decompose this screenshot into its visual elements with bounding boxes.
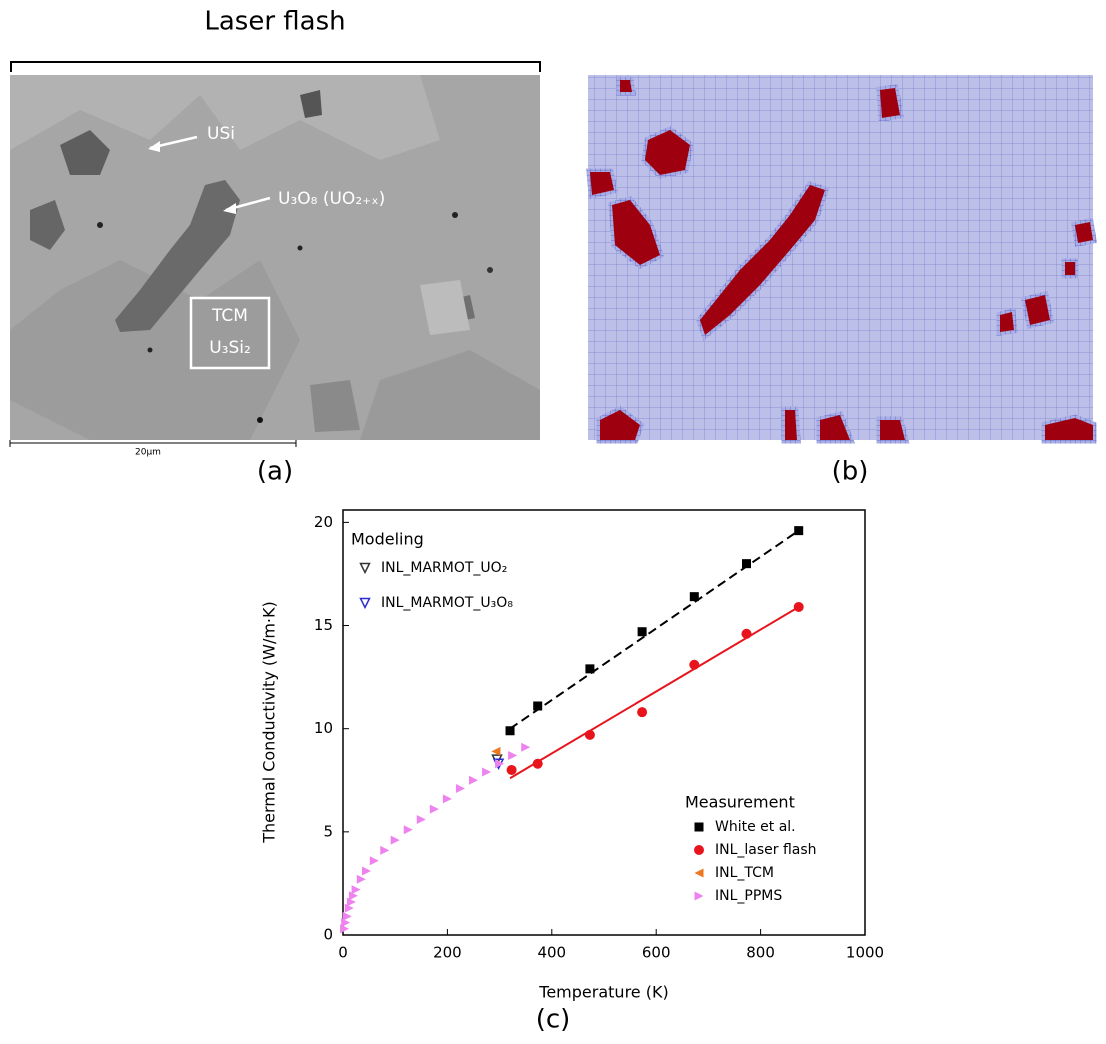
bracket-label: Laser flash bbox=[204, 7, 345, 37]
legend-title: Measurement bbox=[685, 793, 795, 812]
y-axis-label: Thermal Conductivity (W/m·K) bbox=[260, 601, 279, 844]
legend-label: White et al. bbox=[715, 819, 796, 835]
scale-bar bbox=[9, 440, 297, 447]
y-tick-label: 5 bbox=[323, 822, 333, 840]
micrograph bbox=[10, 75, 540, 440]
x-axis-label: Temperature (K) bbox=[538, 983, 668, 1002]
legend-marker bbox=[694, 868, 704, 878]
data-point bbox=[508, 751, 518, 761]
legend-marker bbox=[694, 845, 704, 855]
fit-line bbox=[509, 606, 800, 780]
data-point bbox=[361, 866, 371, 876]
x-tick-label: 0 bbox=[338, 944, 348, 962]
data-point bbox=[505, 726, 515, 736]
mesh-image bbox=[586, 75, 1098, 444]
data-point bbox=[342, 911, 352, 921]
y-tick-label: 20 bbox=[314, 513, 333, 531]
annotation: U₃Si₂ bbox=[209, 338, 251, 358]
data-point bbox=[637, 627, 647, 637]
x-tick-label: 200 bbox=[433, 944, 462, 962]
data-point bbox=[442, 794, 452, 804]
data-point bbox=[341, 918, 351, 928]
data-point bbox=[340, 924, 350, 934]
data-point bbox=[356, 874, 366, 884]
y-tick-label: 15 bbox=[314, 616, 333, 634]
data-point bbox=[390, 835, 400, 845]
data-point bbox=[585, 664, 595, 674]
x-tick-label: 600 bbox=[642, 944, 671, 962]
legend-label: INL_MARMOT_UO₂ bbox=[381, 560, 507, 576]
data-point bbox=[455, 784, 465, 794]
data-point bbox=[351, 885, 361, 895]
panel-label: (c) bbox=[536, 1005, 571, 1035]
x-tick-label: 800 bbox=[746, 944, 775, 962]
y-tick-label: 10 bbox=[314, 719, 333, 737]
data-point bbox=[637, 707, 648, 718]
fit-line bbox=[509, 529, 800, 730]
scale-label: 20µm bbox=[135, 448, 161, 458]
data-point bbox=[380, 845, 390, 855]
legend-marker bbox=[694, 891, 704, 901]
data-point bbox=[495, 759, 505, 769]
data-point bbox=[742, 559, 752, 569]
data-point bbox=[521, 742, 531, 752]
legend-marker bbox=[359, 597, 371, 610]
data-point bbox=[369, 856, 379, 866]
data-point bbox=[403, 825, 413, 835]
data-point bbox=[429, 804, 439, 814]
data-point bbox=[482, 767, 492, 777]
data-point bbox=[506, 764, 517, 775]
legend-marker bbox=[359, 562, 371, 575]
data-point bbox=[741, 628, 752, 639]
annotation: USi bbox=[207, 124, 235, 144]
panel-label: (a) bbox=[257, 457, 293, 487]
data-point bbox=[689, 659, 700, 670]
x-tick-label: 400 bbox=[537, 944, 566, 962]
x-tick-label: 1000 bbox=[846, 944, 884, 962]
data-point bbox=[689, 592, 699, 602]
data-point bbox=[416, 814, 426, 824]
annotation: TCM bbox=[211, 306, 248, 326]
annotation: U₃O₈ (UO₂₊ₓ) bbox=[278, 189, 385, 209]
bracket bbox=[10, 61, 541, 72]
legend-label: INL_TCM bbox=[715, 865, 774, 881]
legend-title: Modeling bbox=[351, 530, 424, 549]
legend-marker bbox=[694, 822, 704, 832]
legend-label: INL_laser flash bbox=[715, 842, 817, 858]
panel-label: (b) bbox=[832, 457, 869, 487]
legend-label: INL_PPMS bbox=[715, 888, 782, 904]
data-point bbox=[491, 746, 501, 756]
data-point bbox=[794, 526, 804, 536]
legend-label: INL_MARMOT_U₃O₈ bbox=[381, 595, 513, 611]
y-tick-label: 0 bbox=[323, 926, 333, 944]
plot-frame bbox=[342, 509, 866, 936]
data-point bbox=[532, 758, 543, 769]
data-point bbox=[469, 775, 478, 785]
data-point bbox=[584, 729, 595, 740]
data-point bbox=[793, 601, 804, 612]
data-point bbox=[348, 891, 358, 901]
data-point bbox=[533, 701, 543, 711]
